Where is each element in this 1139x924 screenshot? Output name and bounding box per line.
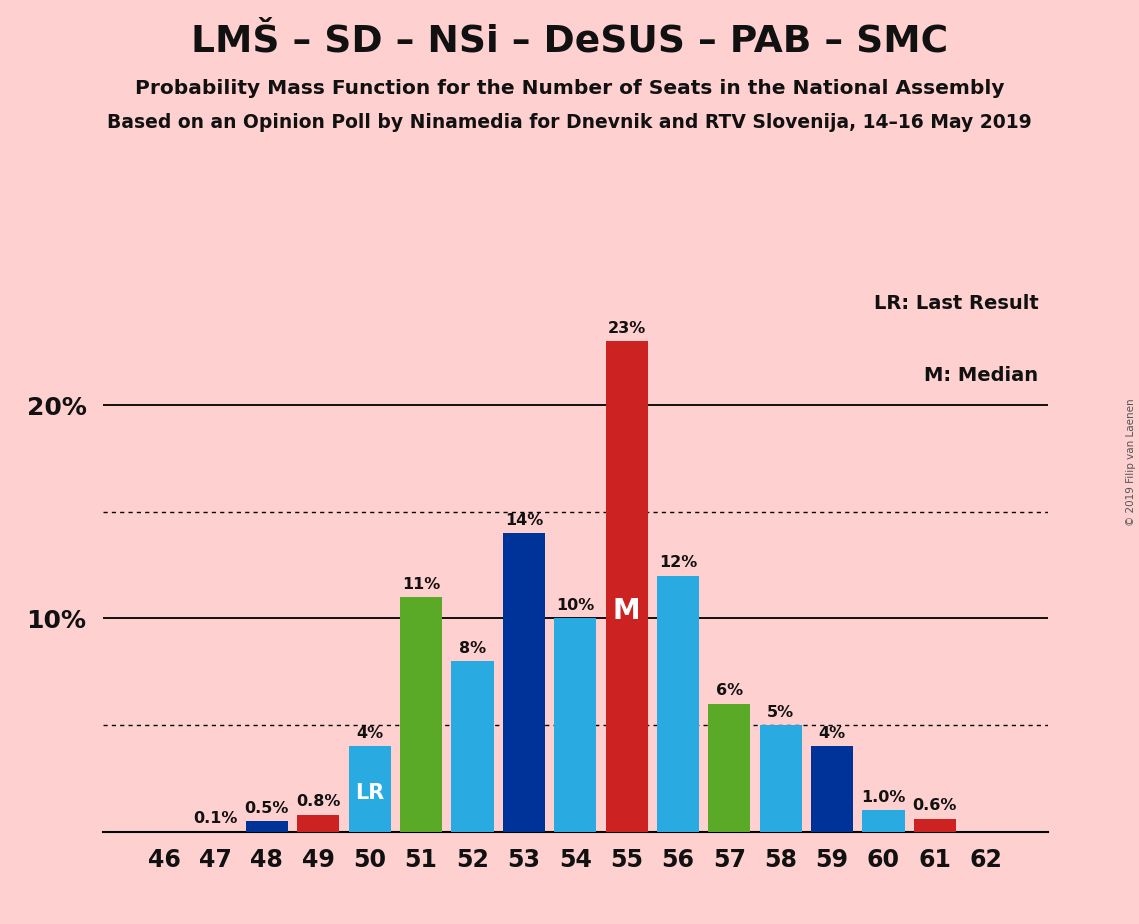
Text: 1.0%: 1.0% (861, 790, 906, 805)
Text: 6%: 6% (715, 684, 743, 699)
Bar (862, 810, 904, 832)
Bar (349, 747, 391, 832)
Bar (760, 725, 802, 832)
Text: 14%: 14% (505, 513, 543, 528)
Bar (811, 747, 853, 832)
Text: 0.8%: 0.8% (296, 795, 341, 809)
Text: 12%: 12% (658, 555, 697, 570)
Text: 5%: 5% (768, 705, 794, 720)
Bar (246, 821, 288, 832)
Text: LR: LR (355, 784, 384, 803)
Text: 23%: 23% (607, 321, 646, 335)
Text: 11%: 11% (402, 577, 440, 591)
Bar (451, 661, 493, 832)
Text: 4%: 4% (357, 726, 383, 741)
Text: 10%: 10% (556, 598, 595, 613)
Text: 8%: 8% (459, 640, 486, 656)
Bar (606, 341, 648, 832)
Bar (502, 533, 544, 832)
Text: Probability Mass Function for the Number of Seats in the National Assembly: Probability Mass Function for the Number… (134, 79, 1005, 98)
Text: 0.6%: 0.6% (912, 798, 957, 813)
Text: 0.1%: 0.1% (194, 811, 238, 826)
Text: LMŠ – SD – NSi – DeSUS – PAB – SMC: LMŠ – SD – NSi – DeSUS – PAB – SMC (191, 23, 948, 59)
Bar (708, 704, 751, 832)
Text: M: Median: M: Median (925, 366, 1039, 385)
Text: © 2019 Filip van Laenen: © 2019 Filip van Laenen (1126, 398, 1136, 526)
Bar (913, 819, 956, 832)
Bar (400, 597, 442, 832)
Bar (657, 576, 699, 832)
Bar (297, 815, 339, 832)
Text: LR: Last Result: LR: Last Result (874, 294, 1039, 313)
Text: 0.5%: 0.5% (245, 800, 289, 816)
Text: Based on an Opinion Poll by Ninamedia for Dnevnik and RTV Slovenija, 14–16 May 2: Based on an Opinion Poll by Ninamedia fo… (107, 113, 1032, 132)
Text: M: M (613, 597, 640, 625)
Bar (555, 618, 596, 832)
Text: 4%: 4% (819, 726, 845, 741)
